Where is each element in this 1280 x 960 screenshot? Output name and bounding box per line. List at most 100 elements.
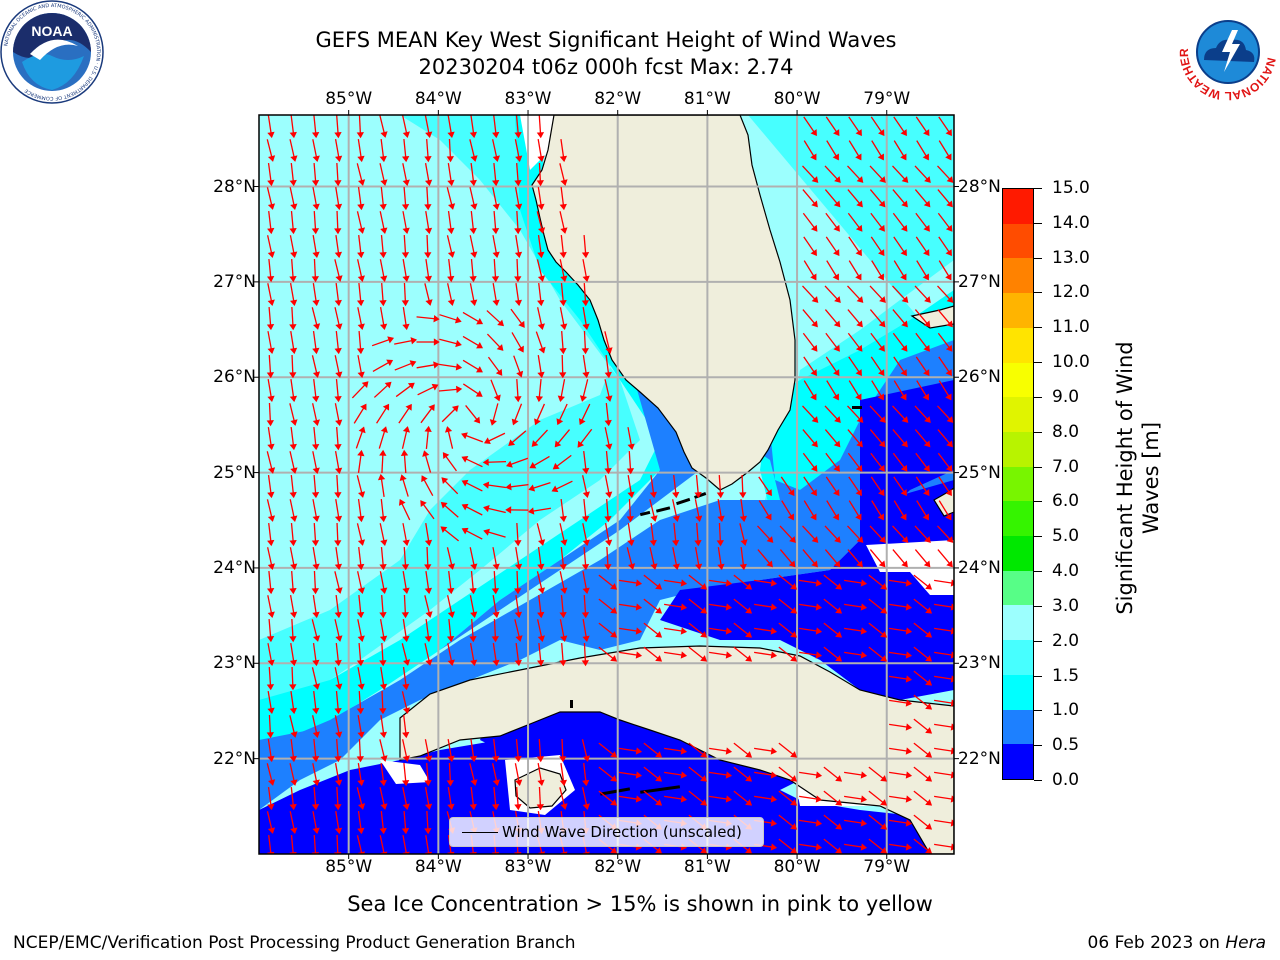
wave-arrowhead xyxy=(810,513,817,521)
wave-arrowhead xyxy=(655,751,663,758)
wave-arrowhead xyxy=(924,536,931,543)
wave-arrowhead xyxy=(334,756,342,763)
wave-arrowhead xyxy=(289,324,297,331)
colorbar-tick-label: 1.0 xyxy=(1052,700,1080,721)
lat-tick-label: 22°N xyxy=(213,748,256,769)
wave-arrowhead xyxy=(810,153,817,161)
wave-arrowhead xyxy=(878,369,885,377)
wave-arrowhead xyxy=(425,611,433,618)
wave-arrowhead xyxy=(401,252,410,259)
wave-arrowhead xyxy=(739,563,747,571)
wave-arrowhead xyxy=(582,275,590,283)
lon-tick-label: 83°W xyxy=(504,857,552,877)
colorbar-tickmark xyxy=(1034,396,1042,398)
wave-arrowhead xyxy=(431,383,439,391)
colorbar xyxy=(1002,188,1034,780)
colorbar-tick-label: 2.0 xyxy=(1052,630,1080,651)
colorbar-segment xyxy=(1003,258,1033,294)
wave-arrowhead xyxy=(925,799,933,806)
wave-arrowhead xyxy=(537,611,545,619)
wave-arrowhead xyxy=(905,843,913,851)
wave-arrowhead xyxy=(482,481,490,489)
wave-arrowhead xyxy=(770,627,778,635)
wave-arrowhead xyxy=(537,779,545,787)
wave-arrowhead xyxy=(560,803,568,810)
wave-arrowhead xyxy=(379,203,387,211)
wave-arrowhead xyxy=(536,180,544,187)
wave-arrowhead xyxy=(680,627,688,635)
wave-arrowhead xyxy=(855,129,862,137)
wave-arrowhead xyxy=(266,587,275,595)
wave-arrowhead xyxy=(492,611,500,619)
wave-arrowhead xyxy=(878,560,886,568)
wave-arrowhead xyxy=(551,485,559,493)
wave-arrowhead xyxy=(560,635,568,643)
wave-arrowhead xyxy=(424,156,432,163)
wave-arrowhead xyxy=(461,432,468,440)
wave-arrowhead xyxy=(740,539,748,546)
wave-arrowhead xyxy=(356,348,365,355)
wave-arrowhead xyxy=(946,416,954,423)
wave-arrowhead xyxy=(379,612,387,619)
colorbar-tickmark xyxy=(1034,188,1042,189)
wave-arrowhead xyxy=(877,393,884,401)
wave-arrowhead xyxy=(357,275,365,282)
wave-arrowhead xyxy=(878,320,886,328)
colorbar-tickmark xyxy=(1034,640,1042,642)
wave-arrowhead xyxy=(770,603,778,611)
wave-arrowhead xyxy=(380,227,388,234)
wave-arrowhead xyxy=(945,369,952,377)
wave-arrowhead xyxy=(811,440,818,448)
wave-arrowhead xyxy=(560,587,568,594)
wave-arrowhead xyxy=(900,369,907,377)
wave-arrowhead xyxy=(610,631,618,638)
wave-arrowhead xyxy=(290,731,298,738)
wave-arrowhead xyxy=(334,540,342,547)
wave-arrowhead xyxy=(856,176,864,183)
wave-arrowhead xyxy=(312,251,320,259)
wave-arrowhead xyxy=(268,779,276,786)
wave-arrowhead xyxy=(469,179,477,187)
wave-arrowhead xyxy=(945,249,952,257)
wave-arrowhead xyxy=(495,368,503,376)
wave-arrowhead xyxy=(811,320,818,328)
wave-arrowhead xyxy=(581,612,590,619)
wave-arrowhead xyxy=(716,492,725,499)
wave-arrowhead xyxy=(312,467,320,474)
wave-arrowhead xyxy=(900,273,907,281)
wave-arrowhead xyxy=(483,504,490,513)
wave-arrowhead xyxy=(492,755,500,763)
wave-arrowhead xyxy=(810,464,818,472)
wave-arrowhead xyxy=(879,416,886,423)
wave-arrowhead xyxy=(267,179,275,187)
wave-arrowhead xyxy=(554,440,562,448)
wave-arrowhead xyxy=(537,203,545,211)
wave-arrowhead xyxy=(582,371,590,379)
wave-arrowhead xyxy=(424,179,433,187)
wave-arrowhead xyxy=(531,440,539,447)
wave-arrowhead xyxy=(855,224,863,232)
footer-date: 06 Feb 2023 on Hera xyxy=(1088,933,1266,953)
wave-arrowhead xyxy=(581,660,589,667)
wave-arrowhead xyxy=(790,751,798,758)
wave-arrowhead xyxy=(810,344,818,352)
wave-arrowhead xyxy=(856,416,864,423)
wave-arrowhead xyxy=(424,425,432,433)
colorbar-tick-label: 10.0 xyxy=(1052,352,1090,373)
wave-arrowhead xyxy=(267,707,275,715)
wave-arrowhead xyxy=(835,631,843,638)
colorbar-tick-label: 11.0 xyxy=(1052,317,1090,338)
wave-arrowhead xyxy=(635,795,643,803)
wave-arrowhead xyxy=(946,560,953,568)
wave-arrowhead xyxy=(267,443,275,451)
wave-arrowhead xyxy=(470,155,478,162)
wave-arrowhead xyxy=(560,227,568,234)
wave-arrowhead xyxy=(925,823,933,830)
wave-arrowhead xyxy=(402,683,410,691)
wave-arrowhead xyxy=(289,179,297,187)
wave-arrowhead xyxy=(581,300,590,307)
wave-arrowhead xyxy=(492,251,500,259)
wave-arrowhead xyxy=(582,587,590,595)
colorbar-tickmark xyxy=(1034,222,1042,224)
